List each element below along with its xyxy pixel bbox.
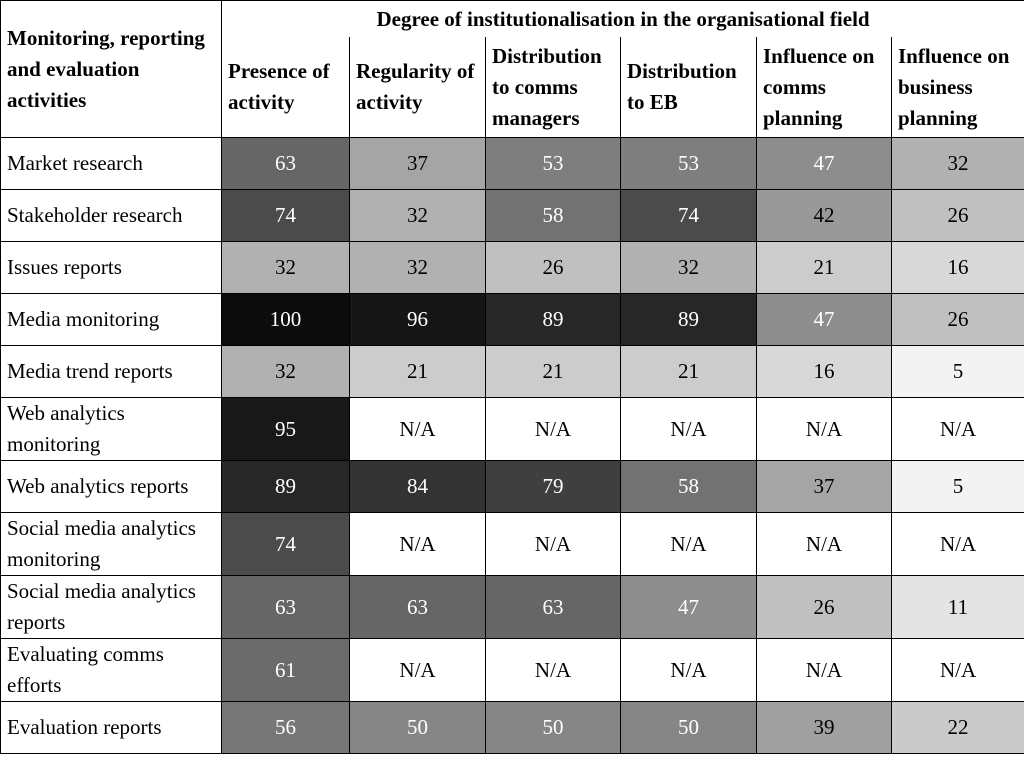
heatmap-cell: 32 xyxy=(221,345,350,398)
heatmap-cell: 32 xyxy=(349,189,486,242)
heatmap-cell: 26 xyxy=(890,293,1024,346)
heatmap-cell: N/A xyxy=(756,397,892,461)
heatmap-cell: 79 xyxy=(485,460,621,513)
heatmap-cell: 11 xyxy=(890,575,1024,639)
table-row: Issues reports 32 32 26 32 21 16 xyxy=(0,241,1024,294)
heatmap-cell: 47 xyxy=(620,575,757,639)
heatmap-cell: 89 xyxy=(485,293,621,346)
heatmap-cell: 58 xyxy=(485,189,621,242)
table-row: Web analytics monitoring 95 N/A N/A N/A N/A N/… xyxy=(0,397,1024,461)
heatmap-cell: N/A xyxy=(349,638,486,702)
heatmap-cell: N/A xyxy=(620,512,757,576)
heatmap-cell: N/A xyxy=(349,397,486,461)
heatmap-cell: 32 xyxy=(890,137,1024,190)
heatmap-cell: 37 xyxy=(756,460,892,513)
heatmap-cell: N/A xyxy=(485,512,621,576)
heatmap-cell: N/A xyxy=(620,397,757,461)
row-label: Stakeholder research xyxy=(0,189,222,242)
heatmap-cell: 53 xyxy=(620,137,757,190)
table-row: Web analytics reports 89 84 79 58 37 5 xyxy=(0,460,1024,513)
heatmap-cell: 42 xyxy=(756,189,892,242)
row-label: Market research xyxy=(0,137,222,190)
row-label: Social media analytics reports xyxy=(0,575,222,639)
column-header: Regularity of activity xyxy=(349,37,486,138)
row-label: Web analytics monitoring xyxy=(0,397,222,461)
heatmap-cell: 37 xyxy=(349,137,486,190)
heatmap-cell: 89 xyxy=(620,293,757,346)
row-label: Issues reports xyxy=(0,241,222,294)
heatmap-cell: 47 xyxy=(756,137,892,190)
heatmap-cell: 50 xyxy=(349,701,486,754)
heatmap-cell: 63 xyxy=(349,575,486,639)
row-label: Media monitoring xyxy=(0,293,222,346)
table-row: Social media analytics reports 63 63 63 47 26… xyxy=(0,575,1024,639)
heatmap-cell: 26 xyxy=(485,241,621,294)
heatmap-cell: 74 xyxy=(221,189,350,242)
heatmap-cell: 22 xyxy=(890,701,1024,754)
heatmap-cell: N/A xyxy=(485,638,621,702)
table-row: Media trend reports 32 21 21 21 16 5 xyxy=(0,345,1024,398)
heatmap-cell: 74 xyxy=(620,189,757,242)
heatmap-cell: 63 xyxy=(221,137,350,190)
heatmap-cell: 21 xyxy=(620,345,757,398)
heatmap-cell: 50 xyxy=(485,701,621,754)
heatmap-cell: 32 xyxy=(620,241,757,294)
heatmap-cell: 89 xyxy=(221,460,350,513)
heatmap-cell: 63 xyxy=(221,575,350,639)
heatmap-cell: 32 xyxy=(221,241,350,294)
heatmap-cell: 53 xyxy=(485,137,621,190)
column-header: Influence on business planning xyxy=(890,37,1024,138)
heatmap-cell: 95 xyxy=(221,397,350,461)
row-label: Evaluation reports xyxy=(0,701,222,754)
table-header: Monitoring, reporting and evaluation act… xyxy=(0,0,1024,138)
heatmap-cell: 21 xyxy=(485,345,621,398)
row-label: Social media analytics monitoring xyxy=(0,512,222,576)
heatmap-cell: 74 xyxy=(221,512,350,576)
corner-label: Monitoring, reporting and evaluation act… xyxy=(0,0,222,138)
heatmap-cell: 61 xyxy=(221,638,350,702)
heatmap-cell: 96 xyxy=(349,293,486,346)
heatmap-cell: N/A xyxy=(756,638,892,702)
table-row: Market research 63 37 53 53 47 32 xyxy=(0,137,1024,190)
table-row: Stakeholder research 74 32 58 74 42 26 xyxy=(0,189,1024,242)
column-header: Distribution to EB xyxy=(620,37,757,138)
heatmap-cell: 16 xyxy=(756,345,892,398)
heatmap-cell: 39 xyxy=(756,701,892,754)
heatmap-cell: 100 xyxy=(221,293,350,346)
column-header: Presence of activity xyxy=(221,37,350,138)
heatmap-cell: N/A xyxy=(890,512,1024,576)
table-row: Evaluation reports 56 50 50 50 39 22 xyxy=(0,701,1024,754)
heatmap-cell: 26 xyxy=(756,575,892,639)
table-row: Evaluating comms efforts 61 N/A N/A N/A N/A N/… xyxy=(0,638,1024,702)
heatmap-cell: 5 xyxy=(890,460,1024,513)
heatmap-cell: N/A xyxy=(620,638,757,702)
column-header: Influence on comms planning xyxy=(756,37,892,138)
heatmap-cell: 58 xyxy=(620,460,757,513)
row-label: Evaluating comms efforts xyxy=(0,638,222,702)
table-body: Market research 63 37 53 53 47 32 Stakeholder r… xyxy=(0,137,1024,754)
heatmap-cell: 47 xyxy=(756,293,892,346)
heatmap-cell: 50 xyxy=(620,701,757,754)
row-label: Web analytics reports xyxy=(0,460,222,513)
heatmap-cell: N/A xyxy=(890,397,1024,461)
heatmap-cell: N/A xyxy=(890,638,1024,702)
heatmap-cell: 32 xyxy=(349,241,486,294)
heatmap-cell: 84 xyxy=(349,460,486,513)
heatmap-cell: N/A xyxy=(349,512,486,576)
table-row: Social media analytics monitoring 74 N/A N/… xyxy=(0,512,1024,576)
heatmap-cell: 16 xyxy=(890,241,1024,294)
heatmap-cell: 21 xyxy=(349,345,486,398)
row-label: Media trend reports xyxy=(0,345,222,398)
table-row: Media monitoring 100 96 89 89 47 26 xyxy=(0,293,1024,346)
column-header: Distribution to comms managers xyxy=(485,37,621,138)
heatmap-cell: N/A xyxy=(756,512,892,576)
heatmap-cell: N/A xyxy=(485,397,621,461)
heatmap-cell: 63 xyxy=(485,575,621,639)
heatmap-cell: 5 xyxy=(890,345,1024,398)
heatmap-cell: 26 xyxy=(890,189,1024,242)
column-group-header: Degree of institutionalisation in the or… xyxy=(220,0,1024,37)
heatmap-cell: 56 xyxy=(221,701,350,754)
heatmap-cell: 21 xyxy=(756,241,892,294)
